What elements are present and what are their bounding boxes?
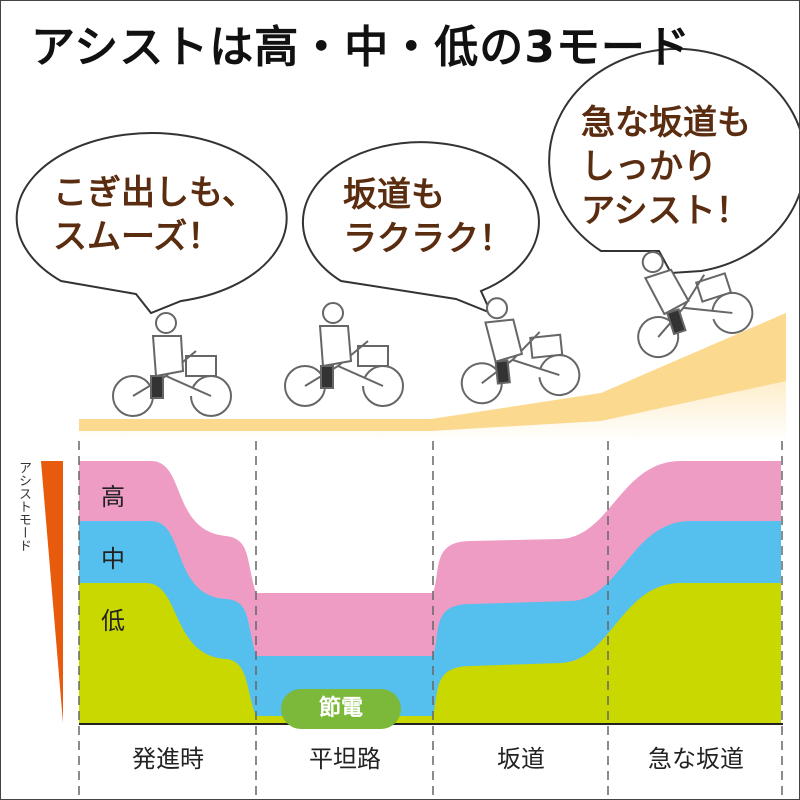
assist-mode-axis-label: アシストモード: [16, 461, 31, 552]
power-saving-badge: 節電: [281, 689, 401, 729]
cyclist-icon: [112, 251, 754, 417]
mode-label-mid: 中: [101, 545, 125, 573]
segment-label-flat: 平坦路: [309, 745, 381, 773]
page-title: アシストは高・中・低の3モード: [31, 22, 691, 73]
speech-bubble-start: [15, 132, 288, 315]
mode-label-low: 低: [101, 607, 125, 635]
bubble-text-start: こぎ出しも、 スムーズ！: [53, 173, 256, 257]
bubble-text-steep: 急な坂道も しっかり アシスト！: [581, 103, 751, 231]
segment-label-start: 発進時: [132, 745, 204, 773]
segment-label-slope: 坂道: [497, 745, 545, 773]
speech-bubble-steep: [548, 48, 799, 275]
assist-level-wedge: [41, 461, 63, 723]
band-low: [79, 583, 781, 723]
speech-bubble-flat: [301, 141, 540, 315]
segment-label-steep: 急な坂道: [648, 745, 744, 773]
bubble-text-flat: 坂道も ラクラク！: [343, 175, 513, 259]
mode-label-high: 高: [101, 483, 125, 511]
